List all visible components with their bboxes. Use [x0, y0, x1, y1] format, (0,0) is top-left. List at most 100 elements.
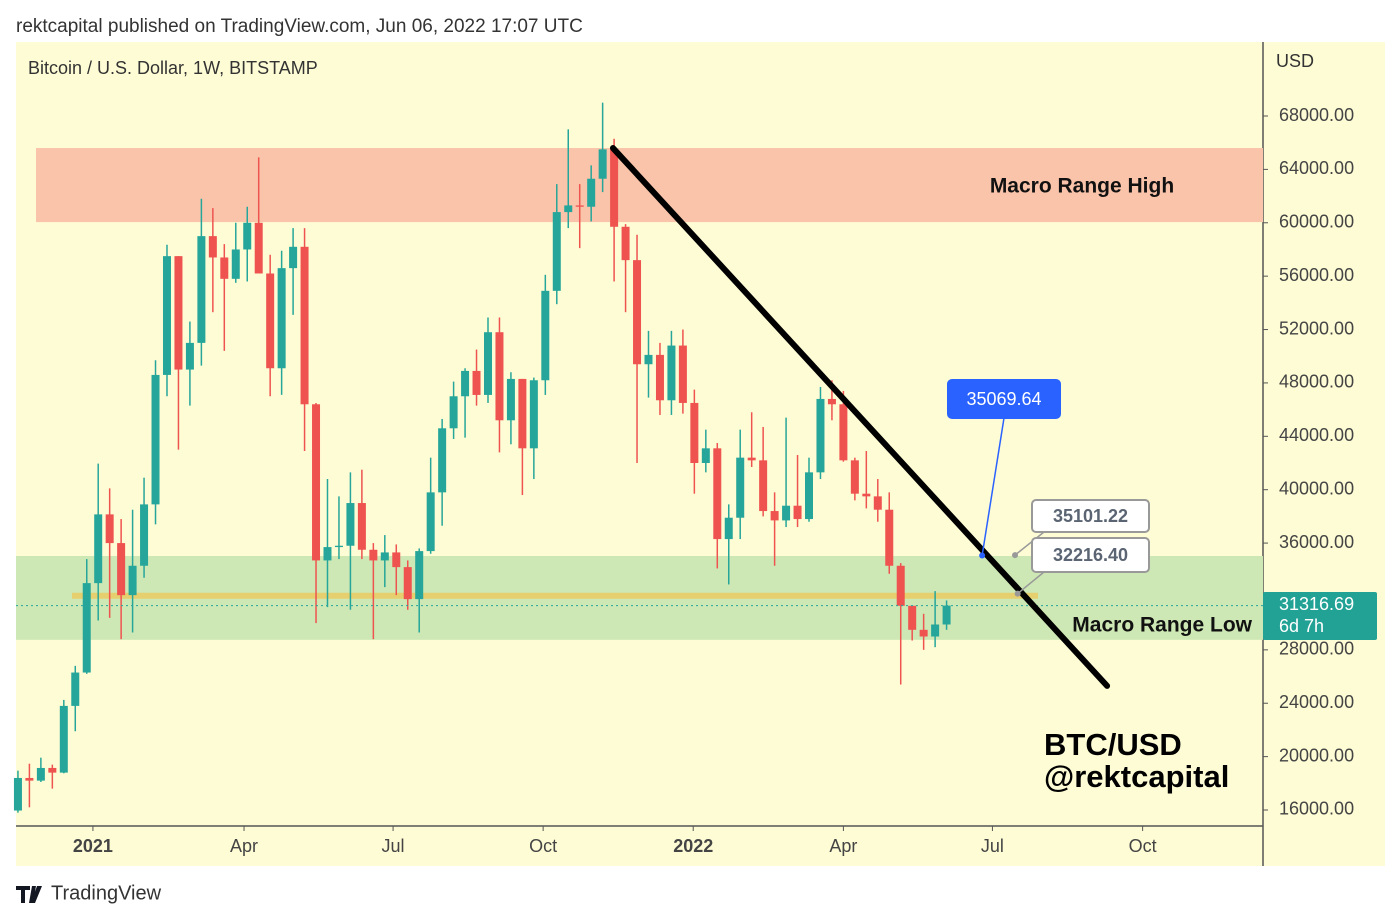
candle-body: [885, 509, 894, 566]
price-callout: 32216.40: [1014, 537, 1150, 597]
y-tick-label: 20000.00: [1279, 745, 1354, 765]
x-tick-label: 2021: [73, 836, 113, 856]
y-tick-label: 40000.00: [1279, 478, 1354, 498]
x-tick-label: Oct: [1129, 836, 1157, 856]
current-price-label: 31316.69: [1279, 594, 1354, 614]
candle-body: [438, 428, 447, 493]
callout-box: [947, 379, 1061, 419]
candle-body: [346, 503, 355, 546]
candle-body: [678, 345, 687, 403]
current-price-box: [1263, 592, 1377, 640]
candle-body: [25, 777, 34, 781]
callout-connector: [1014, 531, 1045, 556]
candle-body: [357, 503, 366, 550]
candle-body: [105, 514, 114, 544]
candle-body: [185, 342, 194, 370]
callout-box: [1031, 499, 1150, 533]
candle-body: [529, 380, 538, 449]
candle-body: [128, 565, 137, 596]
candle-body: [919, 629, 928, 637]
y-tick-label: 28000.00: [1279, 639, 1354, 659]
watermark-text: BTC/USD: [1044, 727, 1182, 762]
candle-body: [782, 505, 791, 521]
byline: rektcapital published on TradingView.com…: [16, 16, 583, 37]
x-tick-label: 2022: [673, 836, 713, 856]
price-callout: 35069.64: [947, 379, 1061, 559]
candle-body: [770, 511, 779, 521]
candle-body: [747, 457, 756, 461]
candle-body: [850, 460, 859, 494]
watermark-text: @rektcapital: [1044, 759, 1229, 794]
candle-body: [162, 256, 171, 375]
price-callout: 35101.22: [1012, 499, 1150, 559]
candle-body: [151, 374, 160, 505]
candle-body: [564, 205, 573, 213]
candle-body: [667, 345, 676, 401]
candle-body: [495, 332, 504, 421]
callout-point: [979, 552, 986, 559]
y-tick-label: 56000.00: [1279, 265, 1354, 285]
candle-body: [312, 404, 321, 561]
candle-body: [243, 222, 252, 250]
candle-body: [140, 504, 149, 566]
callout-connector: [1017, 571, 1045, 595]
callout-label: 32216.40: [1053, 545, 1128, 565]
callout-box: [1031, 537, 1150, 573]
chart-title: Bitcoin / U.S. Dollar, 1W, BITSTAMP: [28, 58, 318, 78]
candle-body: [644, 354, 653, 365]
candle-body: [724, 517, 733, 540]
candle-body: [552, 212, 561, 291]
candle-body: [759, 460, 768, 512]
candle-body: [403, 567, 412, 600]
y-tick-label: 64000.00: [1279, 158, 1354, 178]
candle-body: [805, 472, 814, 520]
candle-body: [277, 268, 286, 369]
callout-label: 35069.64: [966, 389, 1041, 409]
candle-body: [197, 236, 206, 343]
y-tick-label: 60000.00: [1279, 212, 1354, 232]
candle-body: [392, 552, 401, 568]
candle-body: [71, 672, 80, 706]
candle-body: [426, 492, 435, 552]
candle-body: [117, 543, 126, 596]
candle-body: [793, 505, 802, 520]
trendline: [609, 145, 1111, 689]
candle-body: [736, 457, 745, 518]
candle-body: [896, 565, 905, 606]
callout-label: 35101.22: [1053, 506, 1128, 526]
y-tick-label: 68000.00: [1279, 105, 1354, 125]
candle-body: [461, 370, 470, 397]
candle-body: [701, 448, 710, 464]
callout-connector: [981, 417, 1005, 556]
x-tick-label: Jul: [981, 836, 1004, 856]
candle-body: [518, 378, 527, 449]
x-tick-label: Apr: [230, 836, 258, 856]
candle-body: [334, 545, 343, 548]
candle-body: [323, 547, 332, 561]
candle-body: [506, 378, 515, 421]
candle-body: [208, 236, 217, 258]
candle-body: [942, 605, 951, 625]
candle-body: [380, 552, 389, 561]
candle-body: [690, 402, 699, 464]
candle-body: [82, 583, 91, 673]
candle-body: [36, 767, 45, 781]
candle-body: [289, 246, 298, 269]
countdown-label: 6d 7h: [1279, 616, 1324, 636]
candle-body: [931, 624, 940, 637]
x-tick-label: Jul: [382, 836, 405, 856]
candle-body: [827, 398, 836, 405]
y-tick-label: 36000.00: [1279, 532, 1354, 552]
candle-body: [449, 396, 458, 429]
candle-body: [94, 514, 103, 584]
candle-body: [839, 404, 848, 461]
candle-body: [483, 332, 492, 395]
y-tick-label: 48000.00: [1279, 372, 1354, 392]
candle-body: [541, 290, 550, 381]
candle-body: [369, 549, 378, 561]
candle-body: [59, 705, 68, 773]
candle-body: [472, 370, 481, 395]
candle-body: [908, 605, 917, 630]
candle-body: [621, 226, 630, 261]
